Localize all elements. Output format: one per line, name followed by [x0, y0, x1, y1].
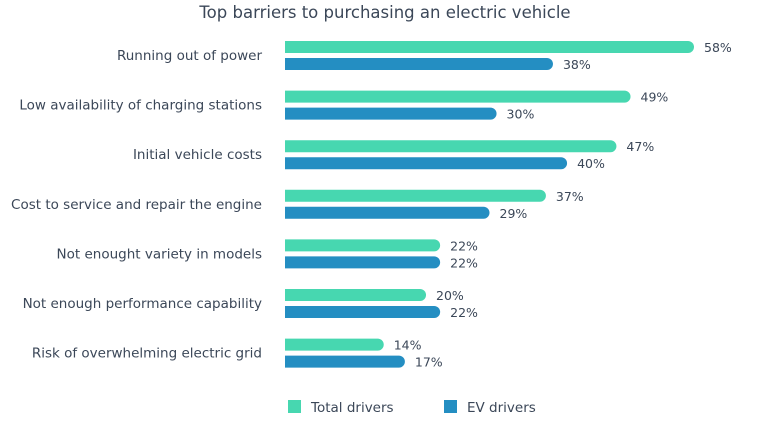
- category-label: Cost to service and repair the engine: [11, 197, 262, 213]
- category-row: Not enought variety in models 22% 22%: [57, 238, 478, 270]
- data-label: 38%: [563, 57, 591, 72]
- bar-ev-drivers: [285, 107, 497, 120]
- legend: Total drivers EV drivers: [288, 400, 536, 416]
- bar-ev-drivers: [285, 306, 441, 318]
- category-label: Risk of overwhelming electric grid: [32, 346, 262, 362]
- bar-ev-drivers: [285, 355, 405, 368]
- bar-ev-drivers: [285, 157, 568, 170]
- data-label: 29%: [500, 206, 528, 221]
- legend-swatch: [444, 400, 457, 413]
- chart-title: Top barriers to purchasing an electric v…: [198, 3, 570, 22]
- data-label: 49%: [641, 90, 669, 105]
- bar-total-drivers: [285, 189, 546, 202]
- category-label: Initial vehicle costs: [133, 147, 262, 163]
- bar-total-drivers: [285, 239, 441, 252]
- data-label: 22%: [450, 255, 478, 270]
- category-row: Low availability of charging stations 49%…: [19, 90, 668, 122]
- category-row: Running out of power 58% 38%: [117, 40, 732, 72]
- bar-ev-drivers: [285, 58, 553, 70]
- data-label: 17%: [415, 355, 443, 370]
- category-row: Initial vehicle costs 47% 40%: [133, 139, 654, 171]
- data-label: 58%: [704, 40, 732, 55]
- data-label: 14%: [394, 338, 422, 353]
- data-label: 20%: [436, 288, 464, 303]
- legend-swatch: [288, 400, 301, 413]
- data-label: 22%: [450, 305, 478, 320]
- category-row: Risk of overwhelming electric grid 14% 17%: [32, 338, 443, 370]
- category-label: Running out of power: [117, 48, 262, 64]
- legend-label: EV drivers: [467, 400, 536, 416]
- bar-total-drivers: [285, 338, 384, 351]
- data-label: 30%: [507, 107, 535, 122]
- bar-total-drivers: [285, 289, 427, 301]
- data-label: 22%: [450, 238, 478, 253]
- category-label: Not enough performance capability: [23, 296, 262, 312]
- legend-label: Total drivers: [310, 400, 394, 416]
- bar-total-drivers: [285, 41, 694, 53]
- category-row: Not enough performance capability 20% 22%: [23, 288, 478, 320]
- category-label: Not enought variety in models: [57, 246, 262, 262]
- data-label: 37%: [556, 189, 584, 204]
- bar-ev-drivers: [285, 256, 441, 269]
- data-label: 47%: [626, 139, 654, 154]
- bar-total-drivers: [285, 90, 631, 103]
- category-row: Cost to service and repair the engine 37%…: [11, 189, 584, 221]
- data-label: 40%: [577, 156, 605, 171]
- category-label: Low availability of charging stations: [19, 98, 262, 114]
- bar-ev-drivers: [285, 206, 490, 219]
- bar-total-drivers: [285, 140, 617, 153]
